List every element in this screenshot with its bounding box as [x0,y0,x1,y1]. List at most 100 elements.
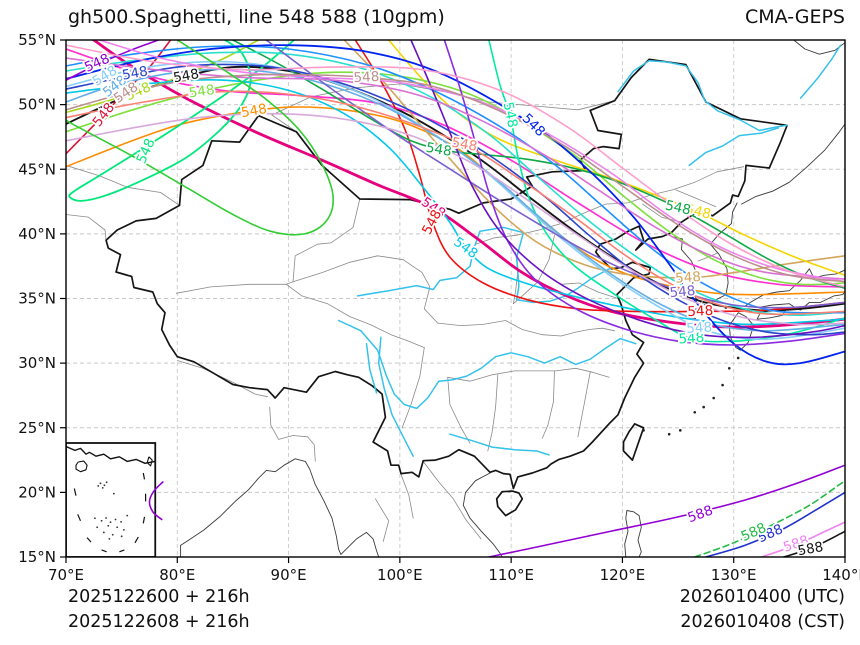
y-tick-label: 30°N [18,354,56,372]
x-tick-label: 110°E [488,566,534,584]
inset-island-dot [102,531,105,534]
basemap-foreign-coast [180,40,845,557]
island-dot [678,429,682,432]
inset-island-dot [100,519,103,522]
contour-line-548 [66,60,845,341]
inset-island-dot [109,521,112,524]
contour-label: 548 [519,111,549,141]
province-borders [285,198,361,285]
contour-line-548 [66,51,845,317]
province-borders [437,320,615,337]
contour-line-548 [343,40,845,279]
province-borders [560,282,580,285]
basemap-province-borders [66,83,745,542]
contour-line-548 [410,40,845,339]
inset-island-dot [103,484,106,487]
province-borders [176,360,268,398]
province-borders [447,367,610,382]
province-borders [541,370,555,439]
x-tick-label: 140°E [822,566,860,584]
rivers [688,127,779,167]
rivers [449,433,550,456]
inset-island-dot [97,485,100,487]
inset-island-dot [94,517,96,520]
contour-line-548 [98,40,845,283]
province-borders [375,498,390,542]
foreign-coast [744,290,845,311]
province-borders [675,189,717,208]
foreign-coast [728,312,755,351]
x-tick-label: 130°E [711,566,757,584]
inset-island-dot [101,486,104,489]
island-dot [721,383,724,387]
inset-dash-line [73,472,147,553]
y-tick-label: 50°N [18,96,56,114]
y-tick-label: 25°N [18,419,56,437]
contour-label: 548 [678,330,705,348]
china-boundary [622,423,645,461]
valid-time-utc: 2026010400 (UTC) [679,587,845,607]
valid-time-cst: 2026010408 (CST) [680,612,845,632]
inset-island-dot [112,492,115,495]
inset-island-dot [105,517,107,519]
inset-island-dot [99,482,102,485]
contour-label: 548 [669,283,696,301]
contour-line-588 [760,521,845,557]
island-dot [727,366,731,370]
inset-coast [66,445,156,464]
island-dot [736,356,740,360]
inset-island-dot [105,481,108,484]
foreign-coast [462,472,503,557]
province-borders [577,371,591,438]
init-time-1: 2025122600 + 216h [68,587,250,607]
island-dot [693,410,697,414]
island-dot [702,405,705,409]
inset-island-dot [116,526,119,529]
contour-line-548 [66,73,845,283]
province-borders [292,255,439,324]
page-title: gh500.Spaghetti, line 548 588 (10gpm) [68,6,445,28]
inset-dash-line [142,516,146,524]
foreign-coast [180,458,380,557]
island-dot [642,429,645,432]
y-tick-label: 55°N [18,31,56,49]
province-borders [400,473,414,519]
contour-label: 588 [685,502,715,526]
inset-islands [75,460,88,473]
province-borders [269,406,316,462]
inset-dash-line [77,514,82,522]
x-tick-label: 120°E [600,566,646,584]
rivers [377,336,414,457]
contour-line-588 [488,464,845,557]
island-dot [712,396,715,400]
contour-line-548 [66,45,845,314]
rivers [799,44,842,99]
contour-line-548 [66,90,845,316]
y-tick-label: 40°N [18,225,56,243]
contour-label: 548 [686,320,713,337]
contour-line-548 [66,65,845,312]
inset-islands [75,456,153,473]
contour-line-548 [232,40,845,289]
contour-label: 548 [172,66,200,86]
inset-dash-line [134,536,139,544]
contour-label: 548 [121,63,149,83]
inset-island-dot [120,535,123,538]
y-tick-label: 45°N [18,160,56,178]
contour-members [66,40,845,557]
inset-island-dot [122,528,125,531]
province-borders [487,374,499,452]
contour-label: 548 [687,303,714,320]
contour-label: 548 [675,269,702,287]
contour-label: 588 [796,539,824,559]
rivers [337,319,637,410]
province-borders [285,283,425,348]
contour-line-548 [66,44,845,366]
init-times: 2025122600 + 216h 2025122608 + 216h [68,585,250,635]
contour-line-588 [148,481,164,521]
inset-island-dot [111,533,114,536]
contour-line-548 [66,112,845,326]
contour-line-588 [705,491,845,557]
